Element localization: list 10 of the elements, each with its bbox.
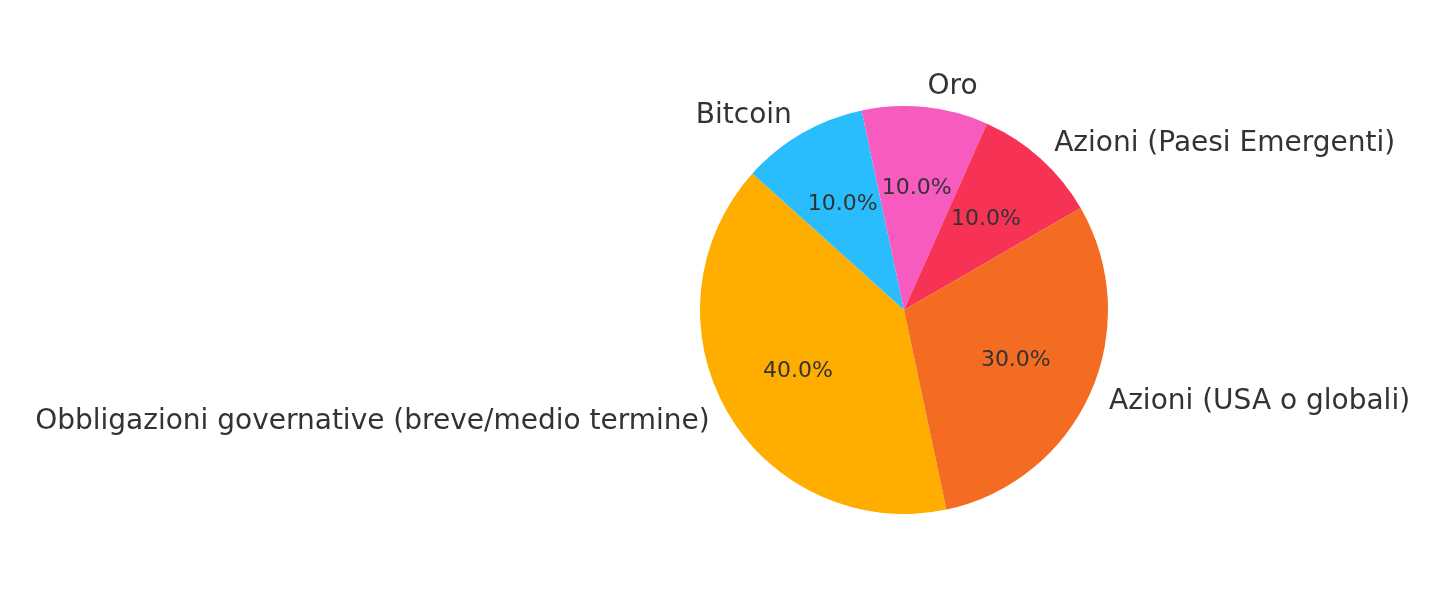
data-label: 10.0% (881, 173, 952, 199)
data-label: 10.0% (807, 189, 878, 215)
slice-label: Obbligazioni governative (breve/medio termine) (35, 403, 710, 437)
slice-label: Azioni (Paesi Emergenti) (1054, 124, 1396, 158)
slice-label: Oro (927, 68, 978, 102)
slice-label: Azioni (USA o globali) (1109, 382, 1411, 416)
data-label: 40.0% (763, 356, 833, 382)
data-label: 30.0% (980, 345, 1051, 371)
data-label: 10.0% (950, 204, 1021, 230)
slice-label: Bitcoin (695, 96, 792, 130)
